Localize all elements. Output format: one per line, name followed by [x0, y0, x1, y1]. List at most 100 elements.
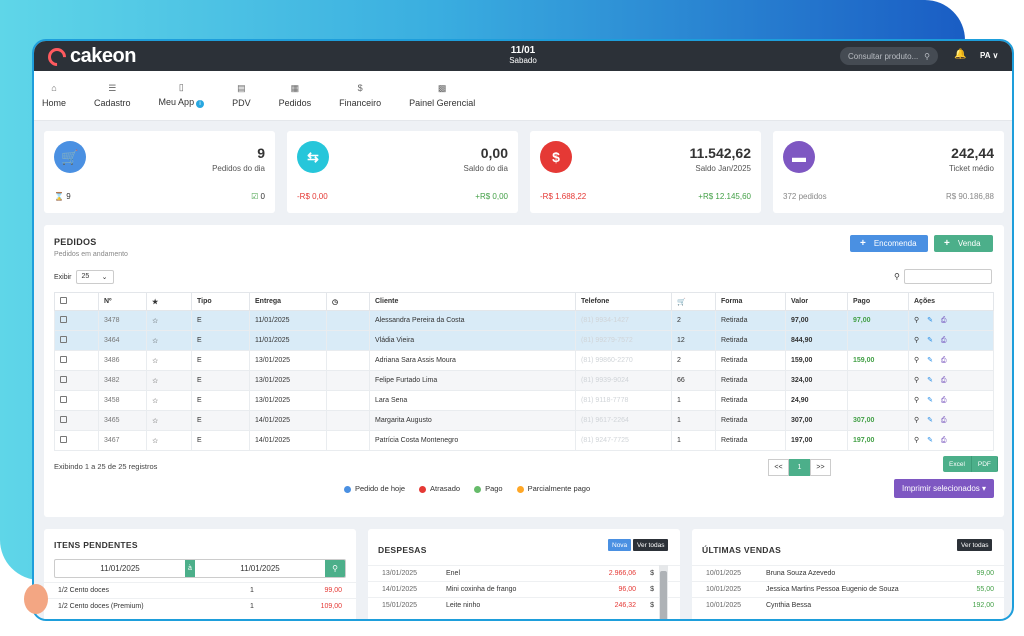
view-icon[interactable]: ⚲ [914, 397, 923, 404]
edit-icon[interactable]: ✎ [927, 317, 936, 324]
row-checkbox[interactable] [54, 350, 99, 371]
favorite-star-icon[interactable]: ☆ [146, 330, 192, 351]
col-numero[interactable]: Nº [98, 292, 147, 311]
credit-card-icon: ▬ [783, 141, 815, 173]
nav-cadastro[interactable]: ☰ Cadastro [94, 83, 131, 108]
order-number[interactable]: 3467 [98, 430, 147, 451]
card-pedidos-do-dia: 🛒 9 Pedidos do dia ⌛ 9 ☑ 0 [44, 131, 275, 213]
edit-icon[interactable]: ✎ [927, 417, 936, 424]
order-number[interactable]: 3458 [98, 390, 147, 411]
nav-financeiro[interactable]: $ Financeiro [339, 83, 382, 108]
order-number[interactable]: 3464 [98, 330, 147, 351]
edit-icon[interactable]: ✎ [927, 437, 936, 444]
view-icon[interactable]: ⚲ [914, 377, 923, 384]
edit-icon[interactable]: ✎ [927, 357, 936, 364]
favorite-star-icon[interactable]: ☆ [146, 430, 192, 451]
col-quantidade[interactable]: 🛒 [671, 292, 716, 311]
page-1-button[interactable]: 1 [789, 459, 810, 476]
new-expense-button[interactable]: Nova [608, 539, 632, 551]
table-row[interactable]: 3486 ☆ E 13/01/2025 Adriana Sara Assis Moura… [54, 350, 994, 371]
print-icon[interactable]: ⎙ [940, 397, 950, 404]
col-hora[interactable]: ◷ [326, 292, 370, 311]
col-valor[interactable]: Valor [785, 292, 848, 311]
print-icon[interactable]: ⎙ [940, 317, 950, 324]
nav-pedidos[interactable]: ▦ Pedidos [278, 83, 312, 108]
excel-button[interactable]: Excel [943, 456, 972, 472]
user-menu[interactable]: PA ∨ [980, 51, 999, 60]
table-row[interactable]: 3478 ☆ E 11/01/2025 Alessandra Pereira da Co… [54, 310, 994, 331]
page-size-select[interactable]: 25 ⌄ [75, 270, 114, 284]
table-row[interactable]: 3464 ☆ E 11/01/2025 Vládia Vieira (81) 99279-… [54, 330, 994, 351]
row-checkbox[interactable] [54, 430, 99, 451]
first-page-button[interactable]: << [768, 459, 789, 476]
favorite-star-icon[interactable]: ☆ [146, 310, 192, 331]
view-icon[interactable]: ⚲ [914, 417, 923, 424]
col-pago[interactable]: Pago [847, 292, 909, 311]
row-checkbox[interactable] [54, 410, 99, 431]
list-item: 15/01/2025 Leite ninho 246,32 $ [368, 597, 680, 613]
delivery-time [326, 310, 370, 331]
date-from-input[interactable]: 11/01/2025 [100, 564, 140, 573]
order-number[interactable]: 3486 [98, 350, 147, 371]
edit-icon[interactable]: ✎ [927, 337, 936, 344]
notification-bell-icon[interactable]: 🔔 [954, 49, 967, 60]
print-icon[interactable]: ⎙ [940, 357, 950, 364]
table-row[interactable]: 3482 ☆ E 13/01/2025 Felipe Furtado Lima (81) … [54, 370, 994, 391]
chat-avatar[interactable] [24, 584, 48, 614]
pagination: << 1 >> [768, 459, 831, 476]
card-label: Pedidos do dia [212, 164, 265, 173]
table-row[interactable]: 3458 ☆ E 13/01/2025 Lara Sena (81) 9118-7778 1… [54, 390, 994, 411]
table-search-input[interactable] [903, 269, 992, 284]
sales-title: ÚLTIMAS VENDAS [702, 545, 782, 555]
view-icon[interactable]: ⚲ [914, 317, 923, 324]
view-all-sales-button[interactable]: Ver todas [957, 539, 993, 551]
edit-icon[interactable]: ✎ [927, 397, 936, 404]
col-cliente[interactable]: Cliente [369, 292, 576, 311]
date-to-input[interactable]: 11/01/2025 [240, 564, 280, 573]
order-number[interactable]: 3478 [98, 310, 147, 331]
view-icon[interactable]: ⚲ [914, 357, 923, 364]
scrollbar[interactable] [659, 565, 668, 619]
table-row[interactable]: 3467 ☆ E 14/01/2025 Patrícia Costa Montenegr… [54, 430, 994, 451]
order-number[interactable]: 3482 [98, 370, 147, 391]
nav-pdv[interactable]: ▤ PDV [232, 83, 251, 108]
expenses-title: DESPESAS [378, 545, 427, 555]
print-icon[interactable]: ⎙ [940, 377, 950, 384]
select-all-checkbox[interactable] [54, 292, 99, 311]
col-entrega[interactable]: Entrega [249, 292, 327, 311]
last-page-button[interactable]: >> [810, 459, 831, 476]
table-row[interactable]: 3465 ☆ E 14/01/2025 Margarita Augusto (81) 96… [54, 410, 994, 431]
scrollbar-thumb[interactable] [660, 571, 667, 619]
print-selected-button[interactable]: Imprimir selecionados ▾ [894, 479, 994, 498]
search-button[interactable]: ⚲ [325, 560, 345, 577]
edit-icon[interactable]: ✎ [927, 377, 936, 384]
pdf-button[interactable]: PDF [971, 456, 998, 472]
row-checkbox[interactable] [54, 390, 99, 411]
nav-home[interactable]: ⌂ Home [42, 83, 67, 108]
order-number[interactable]: 3465 [98, 410, 147, 431]
col-tipo[interactable]: Tipo [191, 292, 250, 311]
row-checkbox[interactable] [54, 310, 99, 331]
product-search-input[interactable]: Consultar produto... ⚲ [840, 47, 938, 65]
nav-meu-app[interactable]: ▯ Meu App i [159, 82, 205, 108]
print-icon[interactable]: ⎙ [940, 337, 950, 344]
search-icon[interactable]: ⚲ [924, 51, 930, 61]
venda-button[interactable]: + Venda [934, 235, 993, 252]
view-icon[interactable]: ⚲ [914, 437, 923, 444]
nav-painel-gerencial[interactable]: ▩ Painel Gerencial [409, 83, 476, 108]
logo[interactable]: cakeon [44, 43, 136, 70]
favorite-star-icon[interactable]: ☆ [146, 390, 192, 411]
row-checkbox[interactable] [54, 370, 99, 391]
encomenda-button[interactable]: + Encomenda [850, 235, 928, 252]
col-telefone[interactable]: Telefone [575, 292, 672, 311]
print-icon[interactable]: ⎙ [940, 417, 950, 424]
favorite-star-icon[interactable]: ☆ [146, 350, 192, 371]
favorite-star-icon[interactable]: ☆ [146, 370, 192, 391]
view-all-expenses-button[interactable]: Ver todas [633, 539, 669, 551]
col-forma[interactable]: Forma [715, 292, 786, 311]
view-icon[interactable]: ⚲ [914, 337, 923, 344]
row-checkbox[interactable] [54, 330, 99, 351]
print-icon[interactable]: ⎙ [940, 437, 950, 444]
favorite-star-icon[interactable]: ☆ [146, 410, 192, 431]
col-favorito[interactable]: ★ [146, 292, 192, 311]
